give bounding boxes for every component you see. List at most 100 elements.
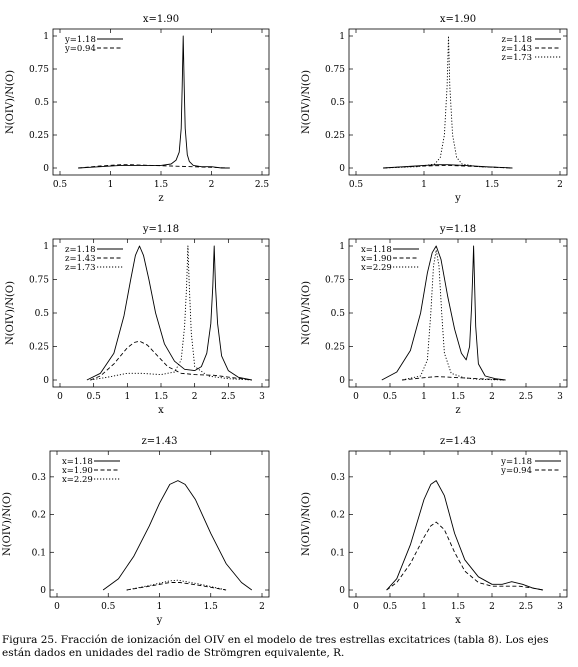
chart-panel-4: y=1.18 0 0.5 1 1.5 2 2.5 3 0 0.25 0.5 0.75 1 z N(OIV)/… xyxy=(301,224,568,416)
x-tick-label: 0.5 xyxy=(349,180,364,190)
x-axis-label: z xyxy=(158,193,163,204)
plot-frame xyxy=(348,28,568,176)
x-tick-label: 2.5 xyxy=(519,602,534,612)
chart-title: z=1.43 xyxy=(142,436,178,447)
x-axis-label: z xyxy=(455,405,460,416)
chart-title: z=1.43 xyxy=(440,436,476,447)
x-tick-label: 2 xyxy=(209,180,215,190)
x-tick-label: 1 xyxy=(421,602,427,612)
y-tick-label: 0.5 xyxy=(35,309,50,319)
x-tick-label: 3 xyxy=(259,392,265,402)
series-line-2 xyxy=(78,164,230,169)
figure-caption: Figura 25. Fracción de ionización del OI… xyxy=(2,634,576,659)
x-tick-label: 0 xyxy=(353,392,359,402)
legend-label: x=1.90 xyxy=(361,254,392,264)
series-line-2 xyxy=(383,164,513,169)
x-tick-label: 1 xyxy=(108,180,114,190)
x-tick-label: 1 xyxy=(421,180,427,190)
y-tick-label: 0.1 xyxy=(32,548,46,558)
y-tick-label: 0 xyxy=(339,164,345,174)
chart-title: y=1.18 xyxy=(142,224,179,235)
y-axis-label: N(OIV)/N(O) xyxy=(301,70,312,134)
legend-label: y=0.94 xyxy=(64,44,96,54)
chart-panel-5: z=1.43 0 0.5 1 1.5 2 0 0.1 0.2 0.3 y N(OIV)/N(O) x=1… xyxy=(2,436,270,626)
x-tick-label: 2 xyxy=(259,602,265,612)
x-tick-label: 3 xyxy=(557,602,563,612)
y-tick-label: 1 xyxy=(339,32,345,42)
x-tick-label: 2 xyxy=(192,392,198,402)
x-tick-label: 2 xyxy=(557,180,563,190)
chart-panel-6: z=1.43 0 0.5 1 1.5 2 2.5 3 0 0.1 0.2 0.3 x N(OIV)/N(O… xyxy=(301,436,568,626)
series-line-2 xyxy=(126,582,227,591)
x-tick-label: 1.5 xyxy=(154,180,169,190)
x-tick-label: 1.5 xyxy=(154,392,169,402)
legend-label: y=1.18 xyxy=(64,35,96,45)
y-tick-label: 0.2 xyxy=(331,511,345,521)
y-tick-label: 0.1 xyxy=(331,548,345,558)
y-tick-label: 1 xyxy=(43,242,49,252)
y-tick-label: 0.2 xyxy=(32,511,46,521)
x-tick-label: 1.5 xyxy=(451,602,466,612)
series-line-3 xyxy=(90,245,252,381)
y-tick-label: 0.75 xyxy=(325,65,345,75)
x-tick-label: 3 xyxy=(557,392,563,402)
series-line-1 xyxy=(383,164,513,169)
x-tick-label: 1.5 xyxy=(204,602,219,612)
y-tick-label: 0 xyxy=(339,376,345,386)
y-tick-label: 0.5 xyxy=(35,98,50,108)
x-tick-label: 0 xyxy=(57,392,63,402)
y-axis-label: N(OIV)/N(O) xyxy=(5,70,16,134)
x-tick-label: 2.5 xyxy=(221,392,236,402)
series-line-1 xyxy=(102,480,253,591)
y-axis-label: N(OIV)/N(O) xyxy=(301,281,312,345)
y-axis-label: N(OIV)/N(O) xyxy=(5,281,16,345)
x-tick-label: 1.5 xyxy=(451,392,466,402)
x-tick-label: 2 xyxy=(489,392,495,402)
x-tick-label: 1 xyxy=(157,602,163,612)
chart-panel-3: y=1.18 0 0.5 1 1.5 2 2.5 3 0 0.25 0.5 0.75 1 x N(OIV)/… xyxy=(5,224,270,416)
series-line-3 xyxy=(126,579,227,591)
x-tick-label: 0.5 xyxy=(383,392,398,402)
x-tick-label: 2 xyxy=(489,602,495,612)
y-tick-label: 0.3 xyxy=(32,473,47,483)
series-line-2 xyxy=(386,521,544,591)
chart-title: y=1.18 xyxy=(439,224,476,235)
legend-label: x=1.18 xyxy=(62,457,93,467)
legend-label: z=1.18 xyxy=(501,35,532,45)
series-line-1 xyxy=(386,480,544,591)
legend-label: y=1.18 xyxy=(500,457,532,467)
y-tick-label: 0.25 xyxy=(325,131,345,141)
x-tick-label: 0 xyxy=(353,602,359,612)
figure: x=1.90 0.5 1 1.5 2 2.5 0 0.25 0.5 0.75 1 z N(OIV)/N(… xyxy=(2,14,568,626)
plot-frame xyxy=(348,450,568,598)
series-line-2 xyxy=(90,340,252,381)
y-tick-label: 0.25 xyxy=(325,343,345,353)
y-tick-label: 0 xyxy=(43,376,49,386)
chart-title: x=1.90 xyxy=(440,14,476,25)
chart-panel-2: x=1.90 0.5 1 1.5 2 0 0.25 0.5 0.75 1 y N(OIV)/N(O) z… xyxy=(301,14,568,204)
series-line-2 xyxy=(402,376,505,381)
y-tick-label: 0.5 xyxy=(331,98,346,108)
legend-label: z=1.73 xyxy=(501,53,532,63)
legend-label: x=2.29 xyxy=(62,475,93,485)
legend-label: z=1.43 xyxy=(65,254,96,264)
chart-title: x=1.90 xyxy=(143,14,179,25)
legend-label: x=1.18 xyxy=(361,245,392,255)
y-tick-label: 0 xyxy=(43,164,49,174)
legend-label: z=1.43 xyxy=(501,44,532,54)
y-axis-label: N(OIV)/N(O) xyxy=(2,492,13,556)
caption-text: Figura 25. Fracción de ionización del OI… xyxy=(2,634,549,659)
x-axis-label: y xyxy=(156,615,163,626)
y-tick-label: 0.25 xyxy=(29,131,49,141)
chart-panel-1: x=1.90 0.5 1 1.5 2 2.5 0 0.25 0.5 0.75 1 z N(OIV)/N(… xyxy=(5,14,269,204)
y-axis-label: N(OIV)/N(O) xyxy=(301,492,312,556)
y-tick-label: 0.3 xyxy=(331,473,346,483)
legend-label: x=1.90 xyxy=(62,466,93,476)
series-line-3 xyxy=(402,249,505,381)
legend-label: z=1.18 xyxy=(65,245,96,255)
legend-label: z=1.73 xyxy=(65,263,96,273)
x-tick-label: 0.5 xyxy=(87,392,102,402)
legend-label: y=0.94 xyxy=(500,466,532,476)
x-tick-label: 0.5 xyxy=(383,602,398,612)
x-axis-label: x xyxy=(158,405,164,416)
